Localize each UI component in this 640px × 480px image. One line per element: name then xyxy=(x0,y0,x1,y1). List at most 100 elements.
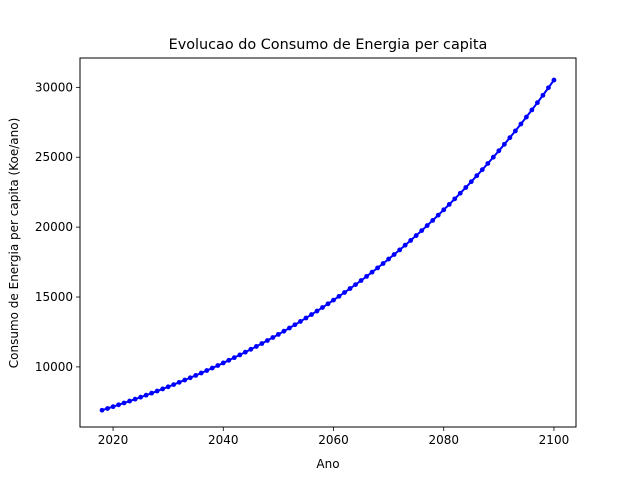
data-point xyxy=(402,242,408,248)
y-axis: 10000 15000 20000 25000 30000 xyxy=(35,80,80,374)
data-point xyxy=(501,141,507,147)
data-point xyxy=(237,352,243,358)
x-tick-label: 2040 xyxy=(208,433,239,447)
data-point xyxy=(364,273,369,279)
data-point xyxy=(435,212,441,218)
data-point xyxy=(463,185,469,190)
data-point xyxy=(259,341,265,346)
data-point xyxy=(342,290,347,295)
data-point xyxy=(446,202,452,207)
data-point xyxy=(270,335,276,340)
data-point xyxy=(391,252,397,257)
data-point xyxy=(215,363,221,368)
data-point xyxy=(540,92,546,98)
data-point xyxy=(287,325,292,331)
data-point xyxy=(242,349,248,355)
data-point xyxy=(424,223,430,228)
data-point xyxy=(507,135,513,141)
data-point xyxy=(99,407,105,413)
data-point xyxy=(165,384,171,390)
data-point xyxy=(187,375,193,381)
x-tick-label: 2100 xyxy=(539,433,570,447)
data-point xyxy=(512,128,518,134)
data-point xyxy=(116,402,121,408)
data-point xyxy=(347,286,353,291)
data-point xyxy=(490,154,496,160)
data-point xyxy=(138,394,144,400)
data-point xyxy=(496,148,502,154)
data-point xyxy=(408,238,414,243)
data-point xyxy=(485,161,491,166)
data-point xyxy=(397,247,403,253)
data-point xyxy=(209,365,215,371)
data-point xyxy=(524,114,529,120)
plot-frame xyxy=(79,57,577,428)
data-point xyxy=(231,355,237,361)
data-point xyxy=(281,328,287,334)
data-point xyxy=(331,297,336,303)
data-point xyxy=(110,404,116,410)
data-point xyxy=(154,388,160,394)
data-point xyxy=(193,373,199,378)
data-point xyxy=(314,308,320,314)
data-point xyxy=(149,390,155,396)
data-point xyxy=(529,107,535,113)
data-point xyxy=(325,301,331,307)
x-axis: 2020 2040 2060 2080 2100 xyxy=(98,427,569,447)
x-tick-label: 2060 xyxy=(318,433,349,447)
data-point xyxy=(292,322,298,328)
x-tick-label: 2080 xyxy=(428,433,459,447)
chart-title: Evolucao do Consumo de Energia per capit… xyxy=(169,37,488,53)
data-point xyxy=(171,382,177,387)
data-point xyxy=(479,167,485,173)
data-point xyxy=(226,357,232,363)
data-point xyxy=(468,179,474,185)
data-point xyxy=(160,386,166,392)
data-point xyxy=(441,207,447,213)
y-tick-label: 30000 xyxy=(35,80,73,94)
data-point xyxy=(248,346,254,352)
data-point xyxy=(220,360,226,366)
data-point xyxy=(452,196,458,202)
data-point xyxy=(369,269,375,275)
y-tick-label: 15000 xyxy=(35,290,73,304)
data-point xyxy=(457,190,463,196)
data-point xyxy=(546,85,551,91)
y-tick-label: 10000 xyxy=(35,360,73,374)
data-point xyxy=(309,312,314,317)
y-tick-label: 20000 xyxy=(35,220,73,234)
data-point xyxy=(413,233,419,238)
data-point xyxy=(320,305,325,310)
data-point xyxy=(127,398,132,404)
data-point xyxy=(419,228,425,233)
data-point xyxy=(121,400,127,406)
x-tick-label: 2020 xyxy=(98,433,129,447)
data-point xyxy=(551,77,557,83)
data-point xyxy=(182,377,188,383)
data-point xyxy=(264,338,270,343)
data-point xyxy=(535,100,540,106)
data-point xyxy=(353,282,358,287)
data-point xyxy=(143,392,149,398)
data-point xyxy=(430,218,436,223)
data-point xyxy=(336,293,342,299)
data-point xyxy=(298,319,303,324)
data-point xyxy=(375,265,380,271)
y-axis-label: Consumo de Energia per capita (Koe/ano) xyxy=(7,118,21,368)
data-point xyxy=(198,370,204,376)
data-point xyxy=(358,278,364,283)
x-axis-label: Ano xyxy=(316,457,339,471)
data-point xyxy=(518,121,524,127)
data-point xyxy=(276,331,281,337)
plot-area xyxy=(99,77,557,413)
data-point xyxy=(176,379,182,385)
y-tick-label: 25000 xyxy=(35,150,73,164)
data-point xyxy=(386,256,392,262)
data-point xyxy=(474,173,480,179)
data-point xyxy=(253,344,259,349)
data-point xyxy=(132,396,138,402)
data-point xyxy=(303,315,309,321)
data-point xyxy=(204,368,210,373)
